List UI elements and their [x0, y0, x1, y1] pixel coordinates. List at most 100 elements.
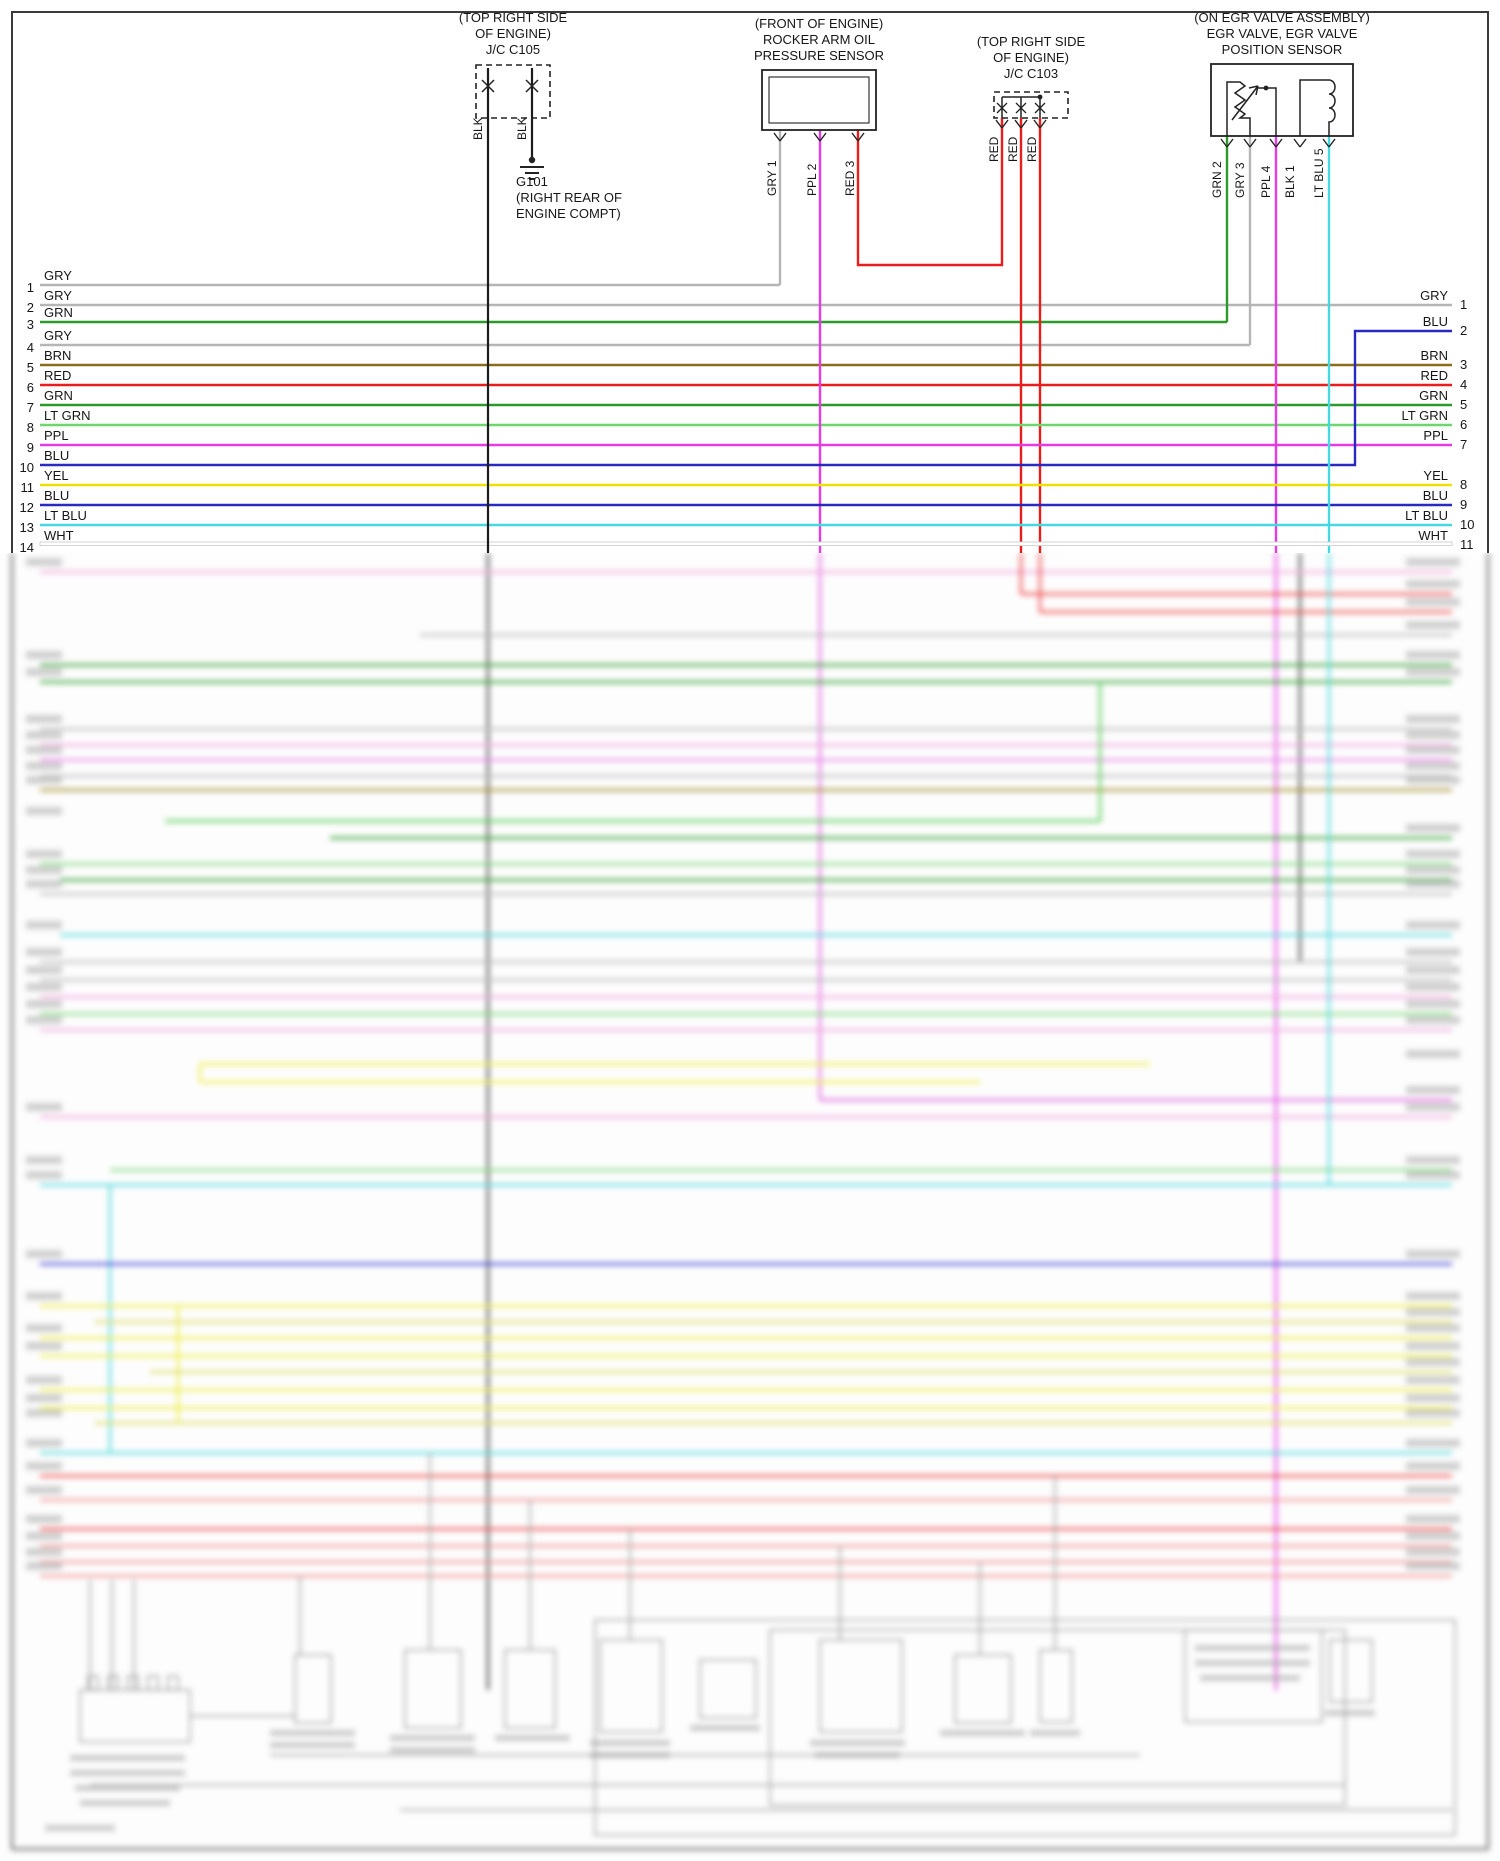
left-pin-number-2: 2: [27, 300, 34, 315]
left-wire-color-7: GRN: [44, 388, 73, 403]
ground-loc-line1: (RIGHT REAR OF: [516, 190, 622, 205]
right-wire-labels: GRY 1 BLU 2 BRN 3 RED 4 GRN 5 LT GRN 6 P…: [1402, 288, 1475, 552]
egr-pin-label-5: LT BLU 5: [1312, 148, 1326, 198]
left-pin-number-1: 1: [27, 280, 34, 295]
left-pin-number-11: 11: [21, 480, 35, 495]
right-wire-color-11: WHT: [1418, 528, 1448, 543]
left-wire-color-13: LT BLU: [44, 508, 87, 523]
ground-symbol-icon: [520, 166, 544, 180]
left-wire-color-11: YEL: [44, 468, 69, 483]
right-wire-color-10: LT BLU: [1405, 508, 1448, 523]
blk-wire-runs: [486, 68, 534, 553]
egr-pin-label-4: BLK 1: [1283, 165, 1297, 198]
egr-pin-label-3: PPL 4: [1259, 165, 1273, 198]
left-wire-color-10: BLU: [44, 448, 69, 463]
connector-pin-icons: [995, 119, 1047, 129]
left-wire-color-12: BLU: [44, 488, 69, 503]
right-pin-number-3: 3: [1460, 357, 1467, 372]
blur-cyan-wires: [40, 553, 1452, 1455]
blur-gray-wires: [40, 633, 1452, 982]
right-wire-color-3: BRN: [1421, 348, 1448, 363]
left-pin-number-13: 13: [20, 520, 34, 535]
left-wire-color-3: GRN: [44, 305, 73, 320]
blu-wire-runs: [40, 329, 1452, 507]
left-wire-color-1: GRY: [44, 268, 72, 283]
blur-pink-wires: [40, 570, 1452, 1119]
sensor-pin-label-2: PPL 2: [805, 163, 819, 196]
right-wire-color-9: BLU: [1423, 488, 1448, 503]
sensor-pin-label-3: RED 3: [843, 160, 857, 196]
sensor-label-line1: (FRONT OF ENGINE): [755, 16, 883, 31]
sensor-label-line2: ROCKER ARM OIL: [763, 32, 875, 47]
blur-magenta-wires: [818, 553, 1452, 1102]
ground-dot-icon: [528, 156, 536, 164]
blurred-wiring-art: [11, 553, 1489, 1850]
right-wire-color-2: BLU: [1423, 314, 1448, 329]
ground-g101: G101 (RIGHT REAR OF ENGINE COMPT): [516, 156, 622, 221]
connector-pin-icons: [773, 132, 865, 142]
sensor-outer-box: [761, 69, 877, 131]
blur-text-smudges: [45, 1645, 1375, 1831]
lt-blu-wire-runs: [40, 136, 1452, 553]
left-pin-number-12: 12: [20, 500, 34, 515]
left-wire-color-5: BRN: [44, 348, 71, 363]
blurred-lower-diagram: [0, 553, 1500, 1861]
right-pin-number-11: 11: [1460, 537, 1474, 552]
splice-junction-icon: [481, 79, 539, 93]
connector-pin-icons: [1220, 138, 1336, 148]
blur-green-wires: [40, 663, 1452, 882]
right-wire-color-6: LT GRN: [1402, 408, 1448, 423]
right-pin-number-1: 1: [1460, 297, 1467, 312]
egr-label-line2: EGR VALVE, EGR VALVE: [1207, 26, 1358, 41]
blur-yellow2-wires: [95, 1320, 1452, 1425]
left-wire-color-14: WHT: [44, 528, 74, 543]
right-wire-color-4: RED: [1421, 368, 1448, 383]
blur-border: [11, 553, 1489, 1850]
jc-c103-pin-label-2: RED: [1006, 136, 1020, 162]
jc-c105-label-line3: J/C C105: [486, 42, 540, 57]
right-pin-number-5: 5: [1460, 397, 1467, 412]
grn-wire-runs: [40, 136, 1452, 407]
left-pin-number-10: 10: [20, 460, 34, 475]
left-pin-number-4: 4: [27, 340, 34, 355]
jc-c105-connector: (TOP RIGHT SIDE OF ENGINE) J/C C105 BLK …: [459, 10, 568, 140]
sensor-inner-box: [768, 76, 870, 124]
jc-c103-label-line3: J/C C103: [1004, 66, 1058, 81]
jc-c103-pin-label-1: RED: [987, 136, 1001, 162]
right-wire-color-1: GRY: [1420, 288, 1448, 303]
left-pin-number-3: 3: [27, 317, 34, 332]
right-wire-color-7: PPL: [1423, 428, 1448, 443]
splice-junction-icon: [996, 102, 1046, 114]
left-wire-color-9: PPL: [44, 428, 69, 443]
jc-c103-label-line1: (TOP RIGHT SIDE: [977, 34, 1086, 49]
jc-c103-pin-label-3: RED: [1025, 136, 1039, 162]
jc-c105-pin-label-1: BLK: [471, 117, 485, 140]
right-pin-number-4: 4: [1460, 377, 1467, 392]
blur-bottom-components: [79, 1619, 1456, 1836]
egr-potentiometer-icon: [1226, 81, 1277, 136]
egr-label-line1: (ON EGR VALVE ASSEMBLY): [1194, 10, 1370, 25]
ppl-wire-runs: [40, 130, 1452, 553]
left-pin-number-14: 14: [20, 540, 34, 555]
ground-name: G101: [516, 174, 548, 189]
egr-wiper-dot-icon: [1263, 85, 1269, 91]
right-pin-number-2: 2: [1460, 323, 1467, 338]
ground-loc-line2: ENGINE COMPT): [516, 206, 621, 221]
jc-c103-label-line2: OF ENGINE): [993, 50, 1069, 65]
left-wire-labels: 1 GRY 2 GRY 3 GRN 4 GRY 5 BRN 6 RED 7 GR…: [20, 268, 91, 555]
left-wire-color-8: LT GRN: [44, 408, 90, 423]
blur-red2-wires: [40, 1498, 1452, 1578]
jc-c105-dashed-box: [475, 64, 551, 119]
egr-pin-label-2: GRY 3: [1233, 162, 1247, 198]
egr-valve-position-sensor: (ON EGR VALVE ASSEMBLY) EGR VALVE, EGR V…: [1194, 10, 1370, 198]
left-wire-color-2: GRY: [44, 288, 72, 303]
left-pin-number-7: 7: [27, 400, 34, 415]
left-pin-number-8: 8: [27, 420, 34, 435]
jc-c105-label-line2: OF ENGINE): [475, 26, 551, 41]
left-pin-number-9: 9: [27, 440, 34, 455]
left-pin-number-6: 6: [27, 380, 34, 395]
blur-gray-drops: [89, 1453, 1452, 1811]
jc-c105-pin-label-2: BLK: [515, 117, 529, 140]
